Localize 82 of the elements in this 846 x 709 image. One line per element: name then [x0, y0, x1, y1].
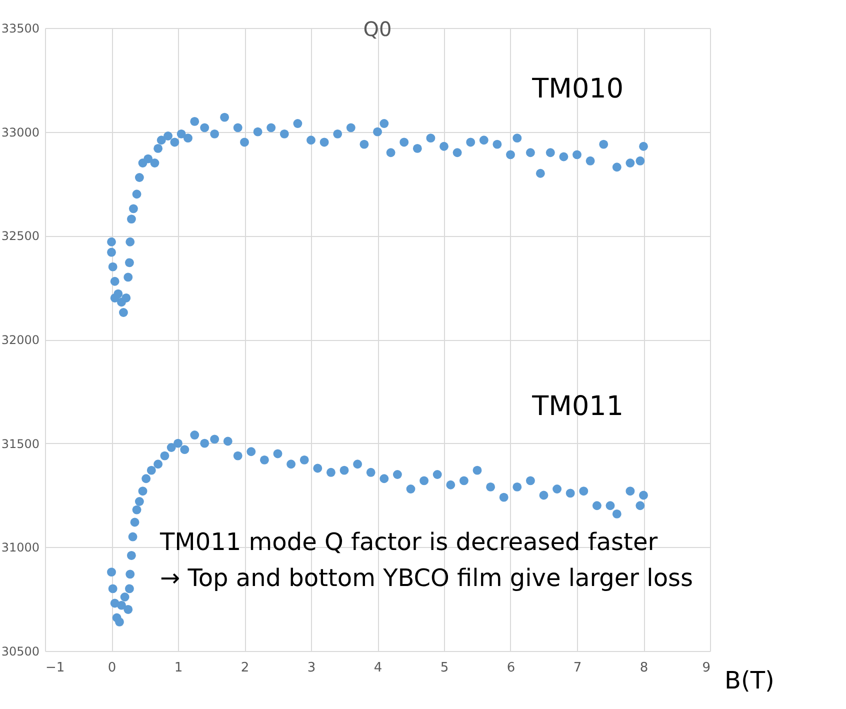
y-tick-label: 32000 [1, 333, 40, 347]
point [366, 468, 376, 477]
point [380, 474, 389, 484]
point [130, 518, 140, 527]
point [210, 434, 220, 444]
point [420, 476, 429, 486]
x-tick-label: 8 [640, 660, 648, 676]
point [233, 451, 242, 460]
x-tick-label: −1 [46, 660, 65, 676]
point [124, 584, 134, 594]
point [124, 605, 133, 614]
point [592, 501, 602, 510]
point [566, 488, 575, 498]
y-tick-label: 31500 [1, 436, 40, 451]
x-tick-label: 5 [440, 660, 449, 676]
point [154, 460, 163, 469]
x-tick-label: 3 [307, 660, 316, 676]
y-tick-label: 32500 [1, 229, 40, 244]
point [132, 505, 142, 514]
point [606, 501, 615, 510]
x-tick-label: 9 [702, 660, 710, 676]
point [117, 600, 126, 610]
point [166, 443, 176, 452]
point [126, 551, 136, 560]
point [120, 592, 130, 602]
x-tick-label: 1 [174, 660, 183, 676]
point [626, 486, 635, 496]
y-tick-label: 31000 [1, 540, 40, 555]
point [353, 460, 362, 469]
point [552, 484, 562, 494]
point [579, 486, 588, 496]
point [190, 430, 200, 440]
point [180, 445, 190, 454]
point [313, 464, 322, 473]
point [108, 584, 118, 594]
x-tick-label: 2 [240, 660, 250, 676]
annotation: TM011 mode Q factor is decreased faster [159, 528, 658, 556]
point [432, 470, 442, 479]
point [472, 466, 482, 475]
point [636, 501, 645, 510]
x-tick-label: 4 [374, 660, 382, 676]
point [138, 486, 148, 496]
point [459, 476, 468, 486]
point [142, 474, 151, 484]
point [526, 476, 535, 486]
point [107, 568, 116, 577]
point [512, 482, 522, 492]
series-label: TM010 [531, 73, 624, 104]
y-tick-label: 30500 [1, 644, 40, 658]
point [200, 438, 210, 448]
point [499, 492, 508, 502]
y-tick-label: 33500 [1, 22, 40, 36]
point [160, 451, 170, 460]
point [392, 470, 402, 479]
point [300, 455, 309, 464]
x-tick-label: 6 [506, 660, 516, 676]
point [246, 447, 256, 456]
text: TM011 [531, 391, 624, 422]
chart-title: Q0 [363, 17, 392, 41]
point [146, 466, 156, 475]
point [115, 617, 124, 626]
point [128, 532, 138, 542]
point [260, 455, 269, 464]
point [406, 484, 416, 494]
point [223, 436, 232, 446]
point [612, 509, 622, 518]
annotation: → Top and bottom YBCO film give larger loss [160, 564, 694, 592]
point [539, 490, 548, 500]
x-tick-label: 7 [573, 660, 582, 676]
point [134, 497, 144, 506]
point [326, 468, 336, 477]
point [126, 570, 135, 579]
point [340, 466, 349, 475]
point [486, 482, 496, 492]
point [639, 490, 648, 500]
point [286, 460, 296, 469]
x-axis-title: B(T) [724, 666, 774, 694]
point [174, 438, 182, 448]
point [273, 449, 282, 458]
y-tick-label: 33000 [1, 125, 40, 140]
x-tick-label: 0 [108, 660, 116, 676]
point [446, 480, 456, 490]
